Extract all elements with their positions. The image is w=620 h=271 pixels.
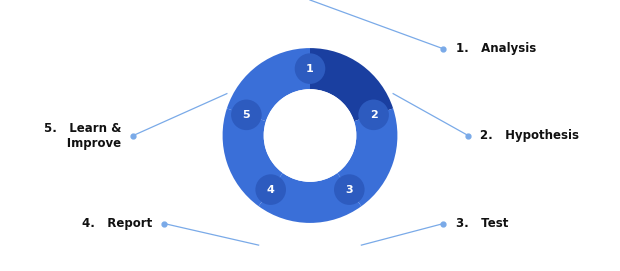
Circle shape [231, 99, 262, 130]
Text: 2: 2 [370, 110, 378, 120]
Circle shape [255, 174, 286, 205]
Circle shape [294, 53, 326, 84]
Wedge shape [259, 173, 361, 223]
Wedge shape [223, 108, 283, 206]
Text: 4.   Report: 4. Report [82, 217, 152, 230]
Wedge shape [337, 108, 397, 206]
Circle shape [264, 89, 356, 182]
Text: 3: 3 [345, 185, 353, 195]
Text: 2.   Hypothesis: 2. Hypothesis [480, 129, 580, 142]
Wedge shape [310, 48, 393, 121]
Text: 1: 1 [306, 64, 314, 74]
Text: 5: 5 [242, 110, 250, 120]
Wedge shape [227, 48, 310, 121]
Text: 5.   Learn &
      Improve: 5. Learn & Improve [42, 121, 121, 150]
Text: 4: 4 [267, 185, 275, 195]
Circle shape [334, 174, 365, 205]
Text: 3.   Test: 3. Test [456, 217, 508, 230]
Circle shape [358, 99, 389, 130]
Text: 1.   Analysis: 1. Analysis [456, 42, 536, 55]
